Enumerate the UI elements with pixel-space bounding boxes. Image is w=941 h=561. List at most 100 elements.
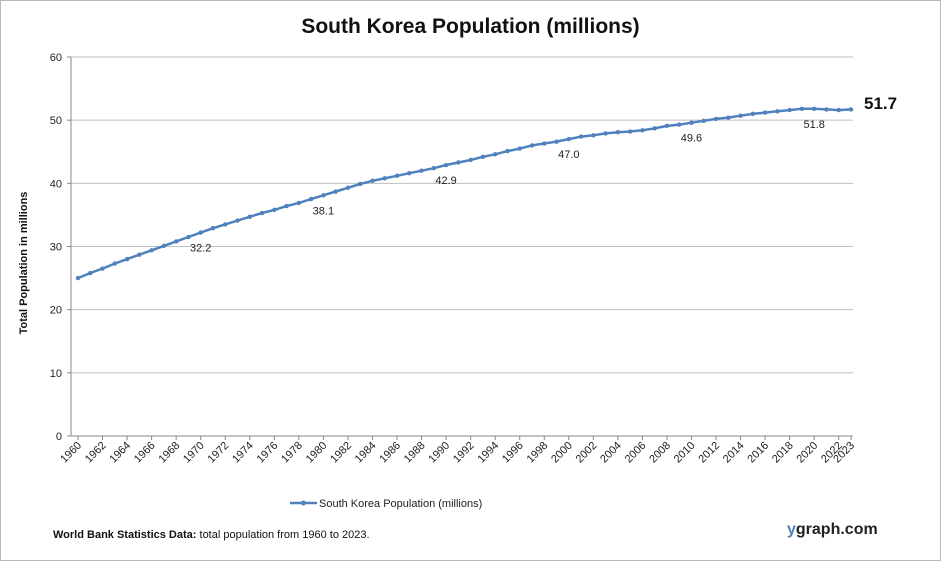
data-point [762, 110, 768, 115]
data-label: 42.9 [435, 175, 456, 187]
data-labels: 32.2 38.1 42.9 47.0 49.6 51.8 [190, 119, 825, 255]
data-point [738, 113, 743, 118]
data-point [529, 143, 535, 148]
x-tick-label: 2000 [549, 440, 575, 466]
data-point [517, 146, 522, 151]
data-point [848, 107, 854, 112]
y-tick-label: 50 [50, 115, 62, 127]
x-tick-label: 1982 [328, 440, 354, 466]
data-point [615, 129, 621, 135]
data-label: 49.6 [681, 133, 702, 145]
data-point [775, 109, 780, 114]
data-point [112, 261, 118, 266]
data-point [272, 207, 277, 213]
y-tick-labels: 0 10 20 30 40 50 60 [50, 52, 62, 443]
data-point [578, 134, 584, 139]
data-point [333, 189, 338, 194]
data-point [836, 107, 841, 113]
data-point [137, 252, 142, 257]
data-point [149, 248, 154, 253]
data-point [554, 139, 559, 144]
x-tick-labels: 1960196219641966196819701972197419761978… [58, 440, 857, 466]
data-point [468, 157, 473, 163]
chart-title: South Korea Population (millions) [301, 15, 640, 38]
x-tick-label: 1990 [426, 440, 452, 466]
y-tick-label: 40 [50, 178, 62, 190]
x-tick-label: 1986 [377, 440, 403, 466]
x-tick-label: 1980 [304, 440, 330, 466]
data-point [394, 173, 400, 178]
gridlines [67, 56, 853, 437]
data-point [689, 120, 694, 125]
axes [70, 57, 853, 440]
x-tick-label: 1962 [83, 440, 109, 466]
y-tick-label: 60 [50, 52, 62, 64]
data-point [308, 196, 314, 202]
source-note: World Bank Statistics Data: total popula… [53, 529, 370, 541]
brand-logo[interactable]: ygraph.com [787, 521, 878, 539]
data-point [419, 168, 424, 173]
data-point [713, 116, 719, 122]
data-point [824, 107, 829, 112]
data-point [124, 256, 130, 262]
y-tick-label: 0 [56, 431, 62, 443]
brand-logo-rest: graph.com [795, 521, 878, 538]
x-tick-label: 1998 [525, 440, 551, 466]
data-label: 47.0 [558, 149, 579, 161]
x-tick-label: 2008 [647, 440, 673, 466]
x-tick-label: 2002 [574, 440, 600, 466]
x-tick-label: 2018 [770, 440, 796, 466]
data-point [88, 270, 93, 276]
x-tick-label: 1974 [230, 440, 256, 466]
data-point [382, 176, 387, 181]
x-tick-label: 1984 [353, 440, 379, 466]
data-point [480, 154, 486, 160]
data-point [566, 136, 571, 142]
series-line [77, 107, 852, 280]
data-point [591, 133, 596, 138]
data-point [542, 141, 547, 146]
x-tick-label: 1994 [475, 440, 501, 466]
x-tick-label: 1970 [181, 440, 207, 466]
data-point [505, 148, 510, 154]
x-tick-label: 1976 [255, 440, 281, 466]
x-tick-label: 2016 [745, 440, 771, 466]
data-point [284, 203, 289, 209]
data-point [701, 118, 706, 123]
data-point [296, 200, 302, 206]
data-point [161, 243, 167, 249]
data-point [223, 222, 228, 227]
series-points [75, 106, 854, 281]
data-label: 38.1 [313, 205, 334, 217]
y-axis-label: Total Population in millions [18, 192, 30, 335]
x-tick-label: 1992 [451, 440, 477, 466]
data-point [726, 115, 731, 120]
x-tick-label: 2006 [623, 440, 649, 466]
data-point [370, 178, 375, 184]
data-point [321, 193, 326, 198]
y-tick-label: 20 [50, 305, 62, 317]
data-point [186, 234, 191, 240]
data-point [664, 123, 670, 129]
source-note-text: total population from 1960 to 2023. [196, 529, 370, 541]
data-point [492, 152, 498, 157]
x-tick-label: 2010 [672, 440, 698, 466]
source-note-bold: World Bank Statistics Data: [53, 529, 197, 541]
x-tick-label: 2004 [598, 440, 624, 466]
legend-swatch-marker [301, 500, 306, 506]
data-point [235, 218, 240, 223]
data-point [640, 128, 645, 133]
brand-logo-y: y [787, 521, 796, 538]
x-tick-label: 1968 [156, 440, 182, 466]
x-tick-label: 1966 [132, 440, 158, 466]
data-point [799, 106, 805, 111]
x-tick-label: 1972 [206, 440, 232, 466]
data-point [603, 131, 608, 136]
data-point [259, 210, 265, 216]
y-tick-label: 30 [50, 242, 62, 254]
y-tick-label: 10 [50, 368, 62, 380]
data-point [443, 162, 449, 168]
data-point [407, 171, 412, 176]
